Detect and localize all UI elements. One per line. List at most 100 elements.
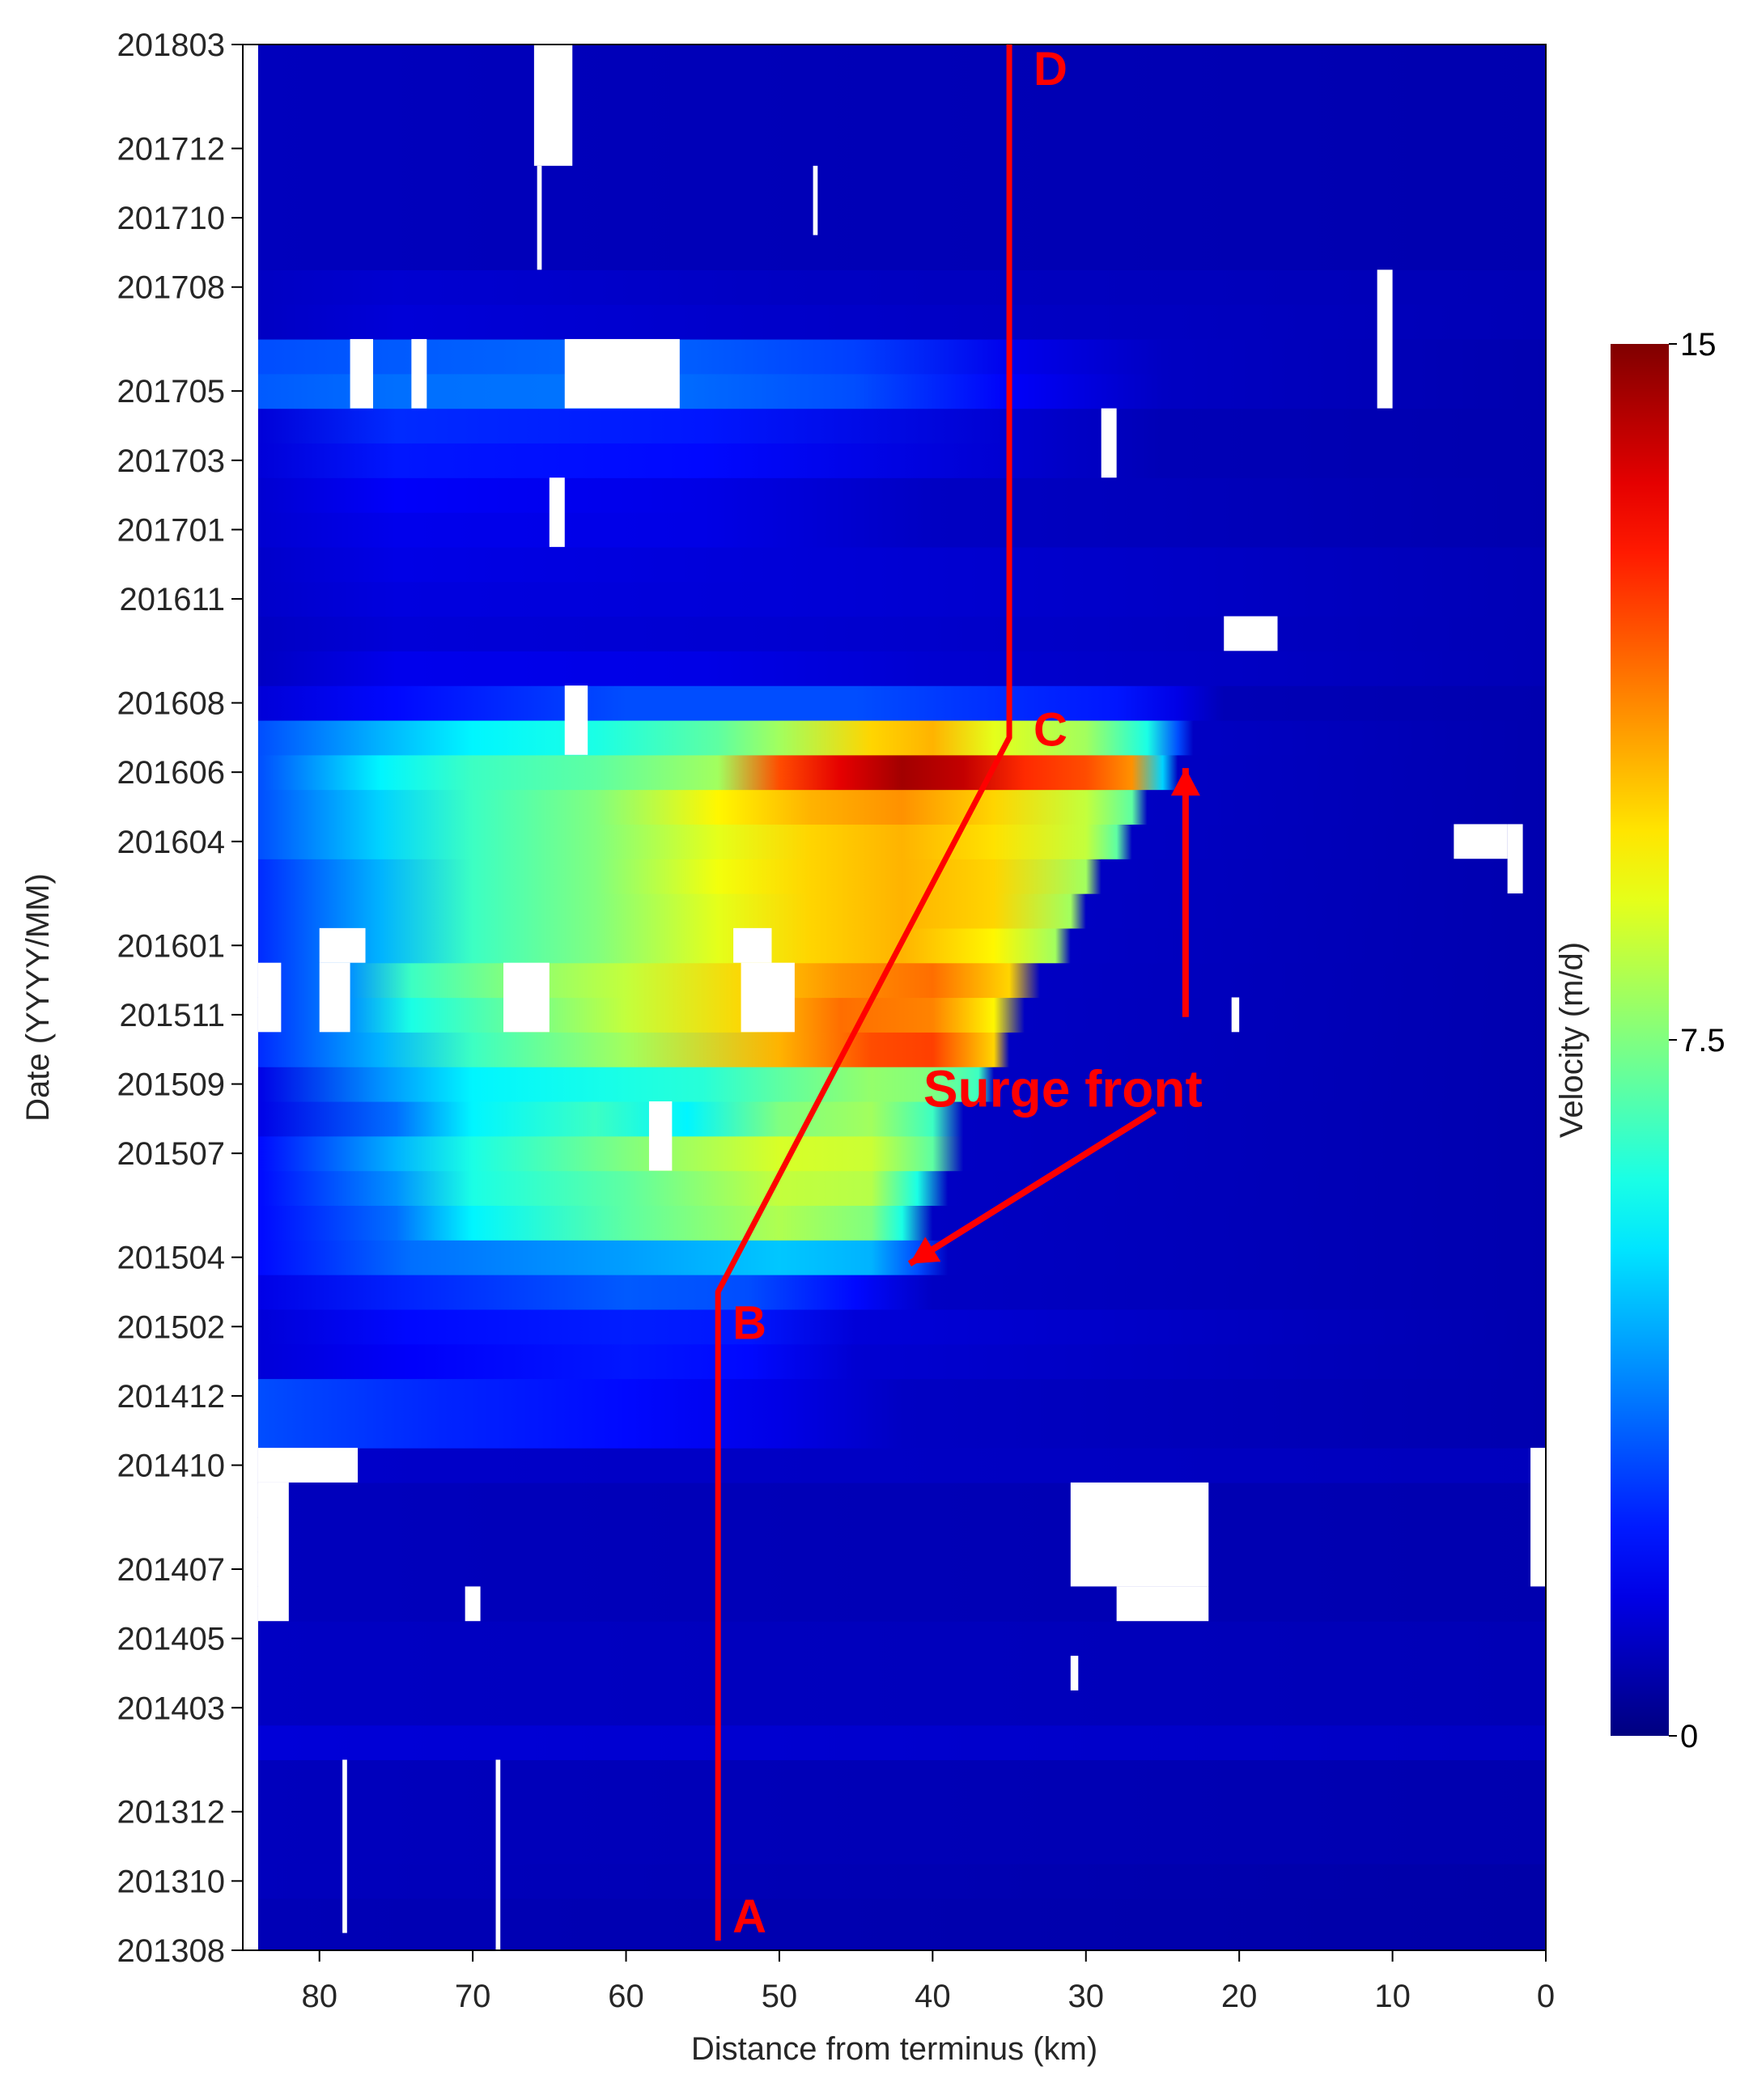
heatmap-band [257,408,1546,444]
heatmap-band [257,1690,1546,1726]
surge-front-label: Surge front [923,1060,1203,1118]
arrow-head [1170,768,1200,796]
heatmap-band [257,1621,1546,1657]
heatmap-band [257,997,1546,1033]
heatmap-band [257,859,1546,894]
heatmap-band [257,1586,1546,1622]
no-data-gap [1231,997,1240,1033]
plot-frame [242,44,1547,1951]
heatmap-band [257,1309,1546,1345]
heatmap-band [257,1067,1546,1102]
heatmap-band [257,1170,1546,1207]
heatmap-band [257,754,1546,791]
no-data-gap [503,962,550,1033]
x-tick-label: 20 [1221,1979,1258,2014]
heatmap-band [257,1551,1546,1588]
heatmap-band [257,1032,1546,1067]
x-tick-label: 40 [915,1979,951,2014]
heatmap-band [257,165,1546,202]
y-axis-ticks: 201308 201310 201312 201403 201405 201407 2014… [117,28,243,1969]
y-tick-label: 201705 [117,374,225,409]
y-tick-label: 201511 [119,998,225,1033]
heatmap-band [257,616,1546,651]
no-data-gap [1454,824,1508,859]
path-label-a: A [732,1890,766,1943]
no-data-gap [257,962,282,1033]
y-tick-label: 201710 [117,201,225,236]
heatmap-band [257,1101,1546,1137]
heatmap-band [257,1759,1546,1795]
y-tick-label: 201509 [117,1067,225,1103]
no-data-gap [1101,408,1117,478]
y-tick-label: 201407 [117,1552,225,1588]
path-label-b: B [732,1296,766,1349]
colorbar: 0 7.5 15 Velocity (m/d) [1554,327,1725,1754]
y-tick-label: 201701 [117,512,225,548]
y-tick-label: 201604 [117,825,225,860]
heatmap-band [257,304,1546,340]
no-data-gap [549,477,565,547]
colorbar-tick-label: 7.5 [1680,1023,1725,1058]
heatmap-band [257,1517,1546,1553]
heatmap-band [257,1240,1546,1275]
heatmap-band [257,338,1546,375]
heatmap-band [257,581,1546,617]
heatmap-band [257,477,1546,513]
no-data-gap [465,1586,481,1622]
no-data-gap [564,685,588,755]
no-data-gap [564,338,680,409]
heatmap-band [257,1656,1546,1691]
heatmap-band [257,45,1546,63]
colorbar-ticks: 0 7.5 15 [1669,327,1725,1754]
no-data-gap [342,1759,347,1933]
y-tick-label: 201403 [117,1691,225,1726]
no-data-gap [1377,269,1393,409]
colorbar-gradient [1611,344,1669,1736]
no-data-gap [1116,1586,1209,1622]
no-data-gap [1070,1656,1079,1691]
no-data-gap [411,338,427,409]
no-data-gap [1070,1482,1209,1587]
y-tick-label: 201712 [117,131,225,167]
y-tick-label: 201507 [117,1136,225,1172]
y-tick-label: 201308 [117,1933,225,1969]
y-tick-label: 201703 [117,443,225,479]
x-tick-label: 30 [1068,1979,1105,2014]
path-label-d: D [1034,43,1068,95]
y-tick-label: 201502 [117,1309,225,1345]
heatmap-band [257,1482,1546,1518]
heatmap-band [257,1794,1546,1830]
heatmap-band [257,1275,1546,1310]
y-tick-label: 201601 [117,928,225,964]
axes: 80 70 60 50 40 30 20 10 0 201308 201310 201312 2014… [20,28,1555,2067]
x-axis-label: Distance from terminus (km) [691,2031,1097,2067]
y-tick-label: 201410 [117,1449,225,1484]
x-axis-ticks: 80 70 60 50 40 30 20 10 0 [301,1950,1555,2014]
heatmap-band [257,1932,1546,1951]
arrow-head [909,1237,941,1264]
heatmap-band [257,546,1546,583]
heatmap-band [257,651,1546,686]
x-tick-label: 10 [1374,1979,1411,2014]
heatmap-band [257,962,1546,999]
heatmap-band [257,1863,1546,1899]
y-tick-label: 201611 [119,582,225,617]
heatmap-band [257,1898,1546,1934]
no-data-gap [1530,1448,1546,1587]
no-data-gap [813,165,818,235]
surge-path-line [715,45,1012,1941]
heatmap-band [257,789,1546,825]
x-tick-label: 70 [455,1979,491,2014]
colorbar-tick-label: 15 [1680,327,1717,363]
heatmap-band [257,131,1546,167]
heatmap-band [257,1378,1546,1414]
plot-area [257,45,1546,1951]
y-tick-label: 201310 [117,1864,225,1899]
no-data-gap [733,927,772,963]
heatmap-band [257,1135,1546,1172]
no-data-gap [1507,824,1523,894]
heatmap-band [257,62,1546,97]
y-tick-label: 201708 [117,270,225,306]
y-tick-label: 201606 [117,755,225,791]
